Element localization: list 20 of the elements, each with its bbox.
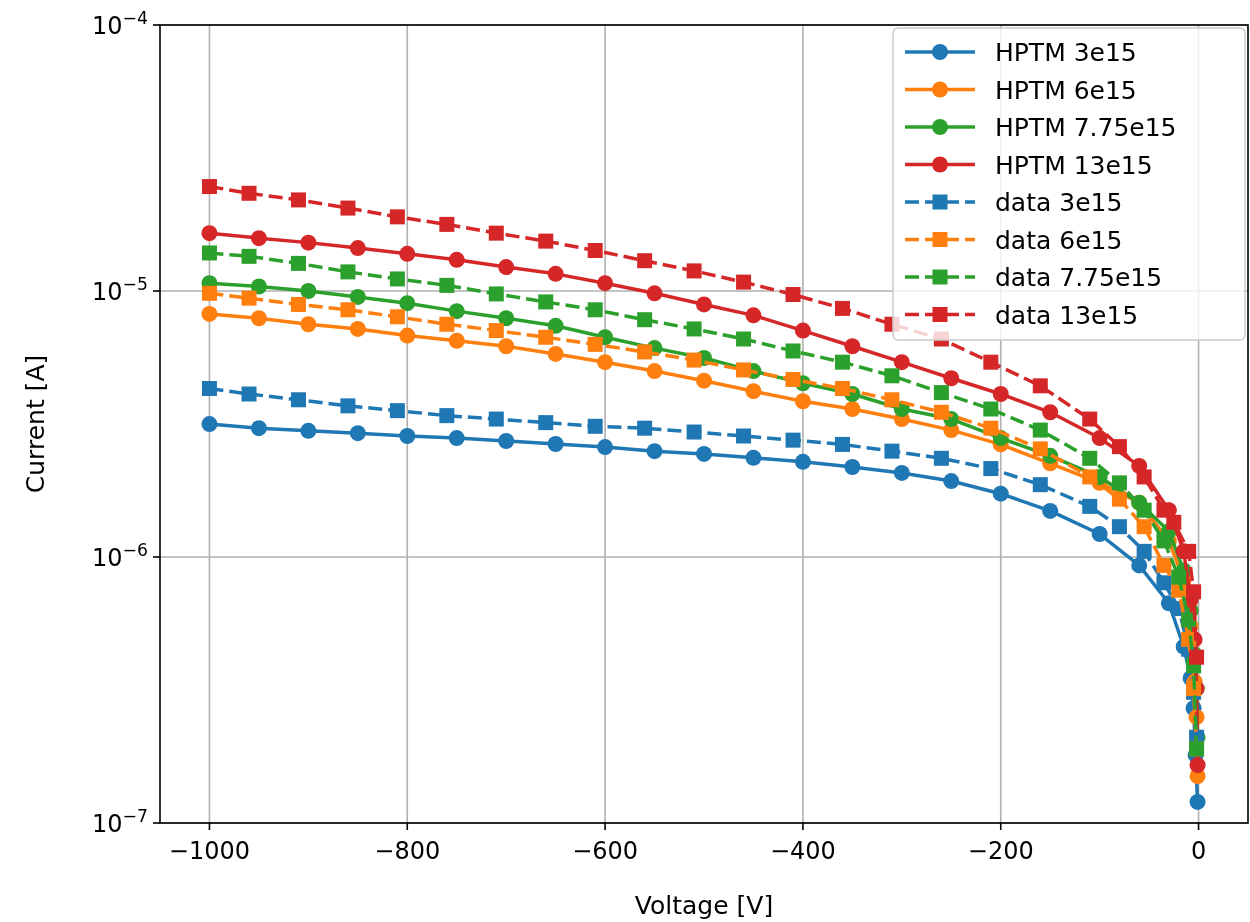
legend-label: HPTM 3e15 bbox=[995, 38, 1137, 67]
legend-label: HPTM 7.75e15 bbox=[995, 113, 1177, 142]
x-tick-label: −600 bbox=[572, 837, 639, 865]
x-tick-label: −1000 bbox=[168, 837, 251, 865]
x-tick-label: −200 bbox=[967, 837, 1034, 865]
x-axis-title: Voltage [V] bbox=[634, 891, 774, 920]
y-tick-label: 10$^{−5}$ bbox=[92, 274, 148, 306]
x-tick-label: −800 bbox=[374, 837, 441, 865]
y-tick-label: 10$^{−6}$ bbox=[92, 540, 148, 572]
x-tick-label: −400 bbox=[769, 837, 836, 865]
legend-label: HPTM 6e15 bbox=[995, 75, 1137, 105]
x-tick-label: 0 bbox=[1190, 837, 1207, 865]
legend-label: data 6e15 bbox=[995, 225, 1123, 255]
y-axis-title: Current [A] bbox=[21, 354, 50, 494]
legend-label: HPTM 13e15 bbox=[995, 150, 1153, 180]
legend-label: data 3e15 bbox=[995, 188, 1123, 217]
y-tick-label: 10$^{−7}$ bbox=[92, 806, 148, 838]
y-tick-label: 10$^{−4}$ bbox=[92, 8, 149, 40]
legend-label: data 7.75e15 bbox=[995, 263, 1163, 292]
legend-label: data 13e15 bbox=[995, 300, 1139, 330]
